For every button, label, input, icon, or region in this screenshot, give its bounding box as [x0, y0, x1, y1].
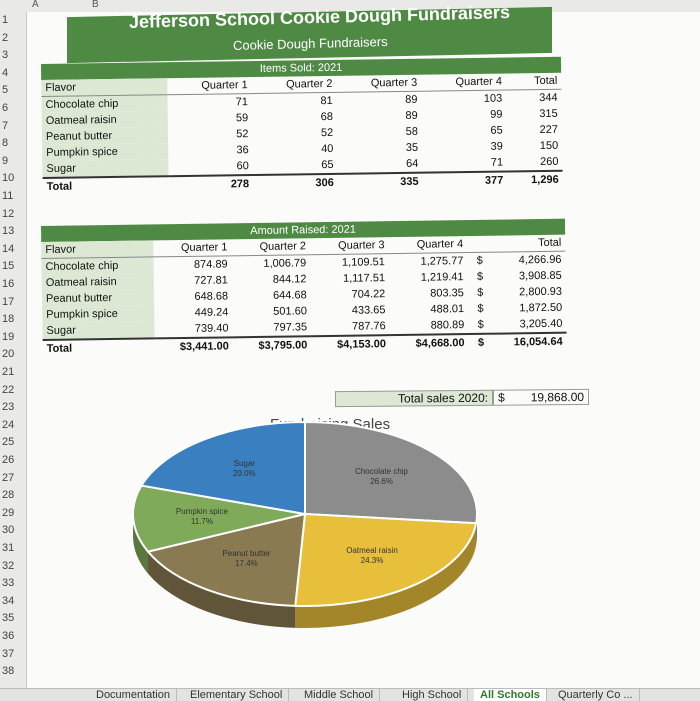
row-number[interactable]: 28: [2, 489, 15, 502]
row-number[interactable]: 20: [2, 348, 15, 361]
row-number[interactable]: 22: [2, 383, 15, 396]
row-number[interactable]: 21: [2, 366, 15, 378]
row-number[interactable]: 15: [2, 260, 15, 273]
sheet-tab[interactable]: High School: [396, 689, 469, 701]
pie-slice-pumpkin-spice[interactable]: [132, 484, 306, 553]
row-number[interactable]: 13: [2, 225, 15, 238]
pie-label: Pumpkin spice 11.7%: [175, 506, 228, 526]
row-number[interactable]: 18: [2, 313, 15, 326]
pie-slice-sugar[interactable]: [139, 420, 306, 516]
pie-slice-side: [133, 514, 149, 574]
row-number[interactable]: 38: [2, 665, 15, 678]
row-number[interactable]: 33: [2, 577, 15, 590]
pie-slice-oatmeal-raisin[interactable]: [294, 512, 478, 607]
row-number[interactable]: 36: [2, 630, 15, 642]
pie-slice-chocolate-chip[interactable]: [304, 420, 478, 525]
pie-label: Sugar 20.0%: [232, 459, 256, 479]
pie-slice-side: [295, 523, 477, 628]
row-number[interactable]: 4: [2, 66, 9, 79]
row-header-bar: 1 2 3 4 5 6 7 8 9 10 11 12 13 14 15 16 17 18 19 20 21 22 23 24 2…: [0, 12, 27, 688]
pie-label: Chocolate chip 26.6%: [355, 466, 408, 486]
row-number[interactable]: 24: [2, 418, 15, 431]
row-number[interactable]: 8: [2, 137, 9, 150]
row-number[interactable]: 6: [2, 102, 9, 114]
pie-chart[interactable]: [27, 12, 700, 688]
sheet-tab-bar: Documentation Elementary School Middle Sch…: [0, 688, 700, 701]
row-number[interactable]: 29: [2, 506, 15, 519]
sheet-tab[interactable]: Middle School: [298, 689, 381, 701]
row-number[interactable]: 3: [2, 49, 9, 62]
row-number[interactable]: 14: [2, 242, 15, 255]
row-number[interactable]: 19: [2, 330, 15, 343]
worksheet[interactable]: Jefferson School Cookie Dough Fundraiser…: [27, 2, 700, 688]
row-number[interactable]: 5: [2, 84, 9, 97]
pie-label: Oatmeal raisin 24.3%: [346, 545, 398, 565]
column-header-a[interactable]: A: [32, 0, 39, 10]
sheet-tab[interactable]: Documentation: [90, 689, 177, 701]
row-number[interactable]: 23: [2, 401, 15, 414]
row-number[interactable]: 9: [2, 154, 9, 167]
row-number[interactable]: 37: [2, 647, 15, 660]
pie-slice-peanut-butter[interactable]: [146, 512, 307, 607]
row-number[interactable]: 35: [2, 612, 15, 625]
row-number[interactable]: 2: [2, 31, 9, 44]
row-number[interactable]: 27: [2, 471, 15, 484]
row-number[interactable]: 16: [2, 278, 15, 290]
row-number[interactable]: 10: [2, 172, 15, 185]
sheet-tab[interactable]: Elementary School: [184, 689, 290, 701]
pie-label: Peanut butter 17.4%: [222, 549, 271, 569]
row-number[interactable]: 26: [2, 454, 15, 466]
row-number[interactable]: 34: [2, 594, 15, 607]
row-number[interactable]: 1: [2, 14, 9, 26]
row-number[interactable]: 30: [2, 524, 15, 537]
row-number[interactable]: 32: [2, 559, 15, 572]
row-number[interactable]: 11: [2, 190, 14, 202]
column-header-b[interactable]: B: [92, 0, 99, 10]
sheet-tab[interactable]: Quarterly Co ...: [552, 689, 640, 701]
row-number[interactable]: 31: [2, 542, 15, 554]
row-number[interactable]: 25: [2, 436, 15, 449]
sheet-tab[interactable]: All Schools: [474, 689, 547, 701]
row-number[interactable]: 12: [2, 207, 15, 220]
pie-slice-side: [148, 551, 296, 628]
row-number[interactable]: 7: [2, 119, 9, 132]
row-number[interactable]: 17: [2, 295, 15, 308]
